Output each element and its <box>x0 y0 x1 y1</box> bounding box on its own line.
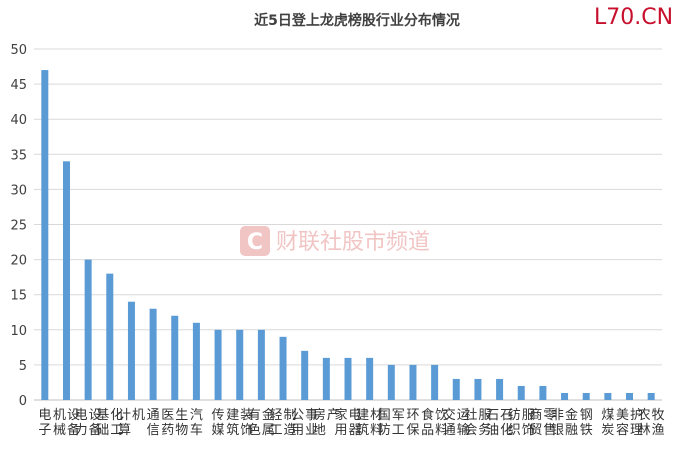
x-tick-label: 社会服务 <box>464 407 491 438</box>
x-tick-label: 纺织服饰 <box>508 408 535 438</box>
bar <box>301 350 309 400</box>
x-tick-label: 通信 <box>147 408 160 438</box>
bar <box>106 273 114 400</box>
bar <box>582 392 590 400</box>
y-tick-label: 0 <box>19 394 27 409</box>
bar <box>214 329 222 400</box>
watermark: C 财联社股市频道 <box>240 226 430 256</box>
y-tick-label: 25 <box>10 219 27 234</box>
bar <box>517 385 525 400</box>
brand-mark: L70.CN <box>594 5 673 30</box>
svg-text:C: C <box>247 230 263 255</box>
bar <box>127 301 135 400</box>
x-tick-label: 建筑材料 <box>356 408 383 438</box>
y-tick-label: 15 <box>10 289 27 304</box>
x-tick-label: 环保 <box>406 408 419 438</box>
bar <box>279 336 287 400</box>
bar <box>496 378 504 400</box>
cls-logo-icon: C <box>240 226 270 256</box>
bar <box>41 70 49 400</box>
x-tick-label: 商贸零售 <box>529 408 556 438</box>
x-tick-label: 农林牧渔 <box>638 408 665 438</box>
bar <box>539 385 547 400</box>
bar <box>149 308 157 400</box>
x-tick-label: 家用电器 <box>334 407 361 438</box>
x-tick-label: 汽车 <box>190 408 203 438</box>
y-tick-label: 20 <box>10 254 27 269</box>
y-tick-label: 45 <box>10 78 27 93</box>
x-tick-label: 建筑装饰 <box>226 408 253 438</box>
bar <box>236 329 244 400</box>
x-tick-label: 医药生物 <box>161 408 188 438</box>
x-tick-label: 石油石化 <box>486 408 513 438</box>
bar <box>452 378 460 400</box>
y-tick-label: 35 <box>10 148 27 163</box>
watermark-text: 财联社股市频道 <box>276 230 430 255</box>
x-tick-label: 交通运输 <box>443 407 470 438</box>
bars <box>41 70 655 400</box>
x-tick-label: 房地产 <box>313 407 340 438</box>
chart-title: 近5日登上龙虎榜股行业分布情况 <box>254 12 460 29</box>
bar <box>171 315 179 400</box>
bar <box>647 392 655 400</box>
y-tick-label: 40 <box>10 113 27 128</box>
y-tick-label: 10 <box>10 324 27 339</box>
x-tick-label: 传媒 <box>212 408 225 438</box>
x-tick-label: 轻工制造 <box>270 408 297 438</box>
bar <box>561 392 569 400</box>
bar <box>431 364 439 400</box>
x-tick-label: 机械设备 <box>53 408 80 438</box>
y-axis: 0 5 10 15 20 25 30 35 40 45 50 <box>10 43 27 409</box>
y-tick-label: 30 <box>10 183 27 198</box>
bar <box>344 357 352 400</box>
bar <box>84 259 92 400</box>
x-tick-label: 电力设备 <box>75 408 102 438</box>
bar <box>322 357 330 400</box>
bar <box>257 329 265 400</box>
x-tick-label: 美容护理 <box>616 408 643 438</box>
x-tick-label: 钢铁 <box>580 408 593 438</box>
x-tick-label: 电子 <box>38 408 51 438</box>
bar <box>192 322 200 400</box>
bar <box>62 161 70 400</box>
x-tick-label: 煤炭 <box>601 408 614 438</box>
x-tick-label: 国防军工 <box>378 408 405 438</box>
bar <box>366 357 374 400</box>
bar <box>604 392 612 400</box>
y-tick-label: 5 <box>19 359 27 374</box>
x-tick-label: 非银金融 <box>551 407 578 438</box>
x-tick-label: 计算机 <box>118 408 145 438</box>
x-tick-label: 食品饮料 <box>421 407 448 438</box>
bar <box>409 364 417 400</box>
bar <box>474 378 482 400</box>
bar <box>387 364 395 400</box>
x-tick-label: 基础化工 <box>96 408 123 438</box>
x-tick-label: 有色金属 <box>248 407 275 438</box>
bar <box>626 392 634 400</box>
x-tick-label: 公用事业 <box>291 408 318 438</box>
y-tick-label: 50 <box>10 43 27 58</box>
